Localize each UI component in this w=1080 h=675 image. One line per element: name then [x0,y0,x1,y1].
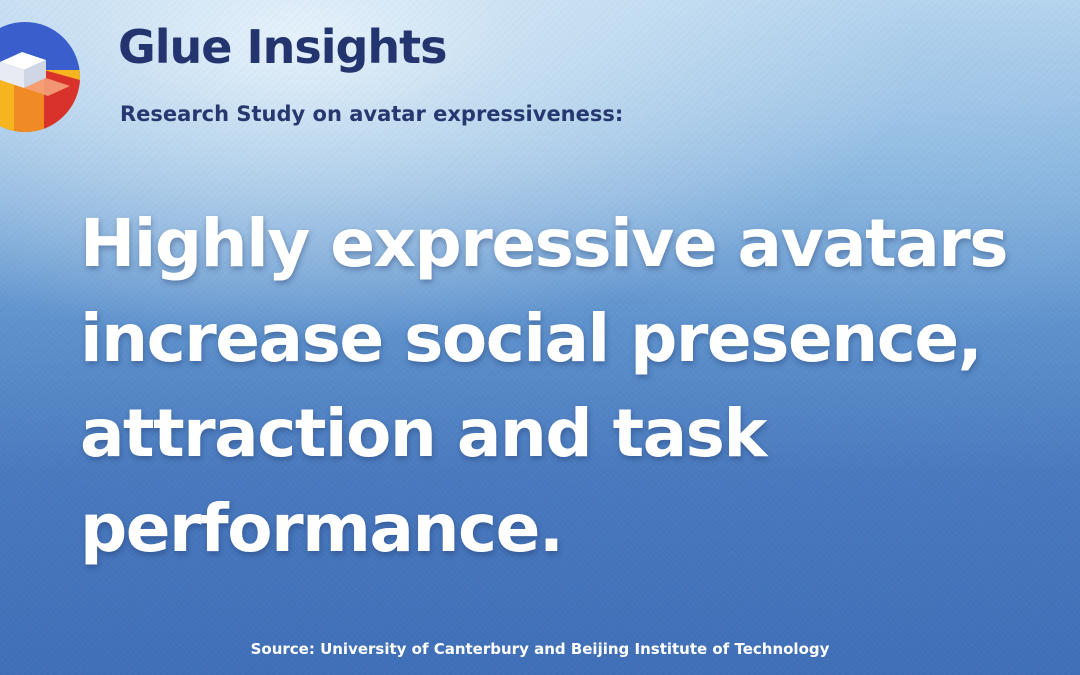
brand-title: Glue Insights [118,20,448,74]
glue-cube-logo-icon [0,22,80,132]
headline: Highly expressive avatars increase socia… [80,205,1009,567]
source-credit: Source: University of Canterbury and Bei… [250,640,830,658]
study-subtitle: Research Study on avatar expressiveness: [120,102,624,126]
